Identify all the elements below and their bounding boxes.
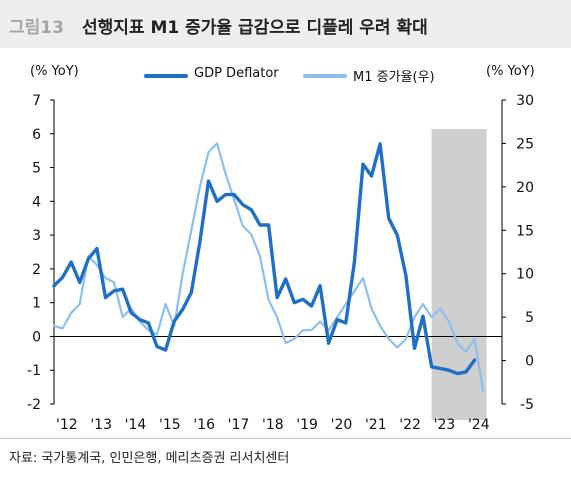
x-tick-label: '15 [159,417,181,433]
right-tick-label: 30 [516,93,534,109]
source-divider [0,438,571,439]
source-note: 자료: 국가통계국, 인민은행, 메리츠증권 리서치센터 [9,451,290,466]
x-tick-label: '13 [90,417,112,433]
right-axis-unit: (% YoY) [486,64,535,79]
legend-swatch-gdp [144,74,188,78]
x-tick-label: '21 [365,417,387,433]
left-tick-label: -2 [27,397,41,413]
right-tick-label: 25 [516,136,534,152]
left-tick-label: 5 [32,161,41,177]
left-axis-unit: (% YoY) [30,64,79,79]
right-tick-label: 5 [525,310,534,326]
shaded-region [431,129,487,420]
x-tick-label: '22 [399,417,421,433]
series-line-m1-growth [52,142,485,393]
left-tick-label: 4 [32,194,41,210]
x-tick-label: '20 [331,417,353,433]
figure-title: 선행지표 M1 증가율 급감으로 디플레 우려 확대 [82,18,428,38]
left-tick-label: 0 [32,329,41,345]
left-tick-label: 1 [32,296,41,312]
x-tick-label: '18 [262,417,284,433]
chart-canvas: -2 -1 0 1 2 3 4 5 6 7 -5 0 5 10 15 20 25 30 '12 '13 '14 '15 '1… [27,93,534,433]
left-tick-label: 7 [32,93,41,109]
left-tick-label: 2 [32,262,41,278]
right-tick-label: 15 [516,223,534,239]
x-tick-label: '12 [56,417,78,433]
x-tick-label: '19 [296,417,318,433]
x-tick-label: '23 [434,417,456,433]
right-tick-label: 10 [516,267,534,283]
title-bar [0,0,571,48]
x-tick-label: '16 [193,417,215,433]
figure-number: 그림13 [9,18,64,38]
legend-label-m1: M1 증가율(우) [353,70,435,85]
right-tick-label: 0 [525,354,534,370]
left-tick-label: -1 [27,363,41,379]
series-line-gdp-deflator [52,142,477,376]
x-tick-label: '14 [125,417,147,433]
right-tick-label: 20 [516,180,534,196]
x-tick-label: '24 [468,417,490,433]
left-tick-label: 6 [32,127,41,143]
legend-label-gdp: GDP Deflator [194,66,279,81]
legend-swatch-m1 [303,74,347,78]
right-tick-label: -5 [520,397,534,413]
left-tick-label: 3 [32,228,41,244]
x-tick-label: '17 [228,417,250,433]
